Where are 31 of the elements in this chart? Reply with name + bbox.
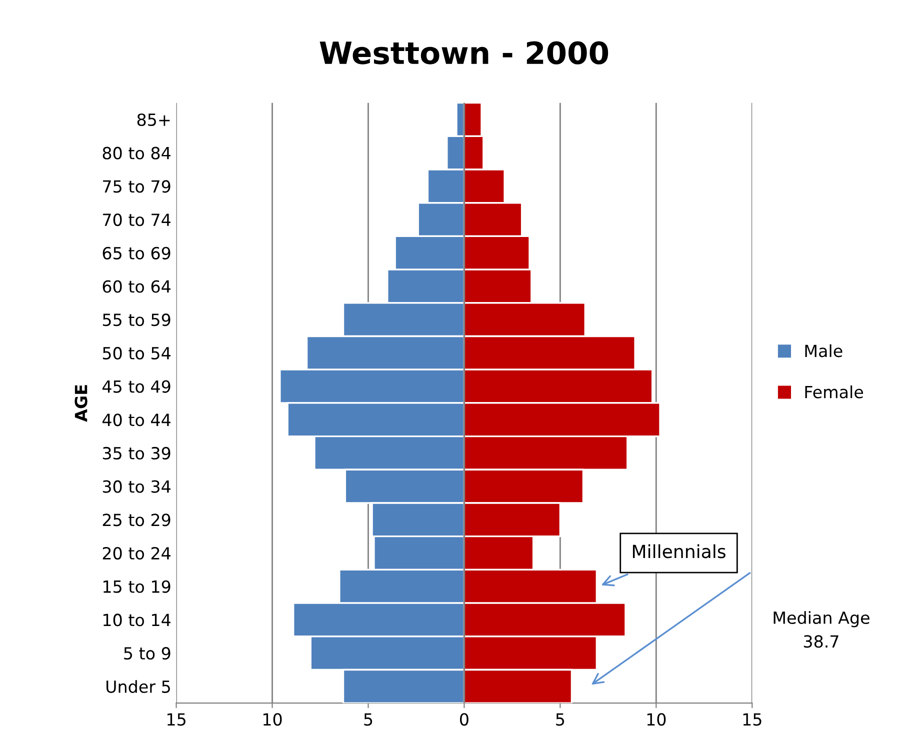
y-tick-label: 65 to 69 <box>102 246 170 260</box>
chart-title: Westtown - 2000 <box>320 41 608 64</box>
y-tick-label: 15 to 19 <box>104 580 170 593</box>
annotation: Millennials <box>632 544 726 558</box>
x-tick-label: 0 <box>460 713 468 726</box>
y-tick-label: 70 to 74 <box>103 213 170 226</box>
y-tick-label: 25 to 29 <box>102 514 170 526</box>
y-tick-label: 80 to 84 <box>102 146 170 160</box>
y-tick-label: 50 to 54 <box>102 346 170 360</box>
y-tick-label: 60 to 64 <box>102 280 170 293</box>
legend-label: Female <box>805 385 864 398</box>
y-tick-label: 45 to 49 <box>102 380 170 393</box>
y-tick-label: 55 to 59 <box>102 314 170 326</box>
x-tick-label: 10 <box>647 713 666 726</box>
x-tick-label: 5 <box>364 713 372 726</box>
text: Median Age 38.7 <box>774 611 870 648</box>
legend-label: Male <box>805 344 842 358</box>
y-tick-label: 20 to 24 <box>102 546 170 560</box>
y-tick-label: 5 to 9 <box>124 647 170 660</box>
x-tick-label: 15 <box>168 713 186 726</box>
y-tick-label: 40 to 44 <box>102 414 170 426</box>
y-tick-label: Under 5 <box>106 680 170 693</box>
y-tick-label: 85+ <box>137 113 170 126</box>
x-tick-label: 15 <box>743 713 762 726</box>
y-tick-label: 30 to 34 <box>102 480 170 493</box>
y-axis-title: AGE <box>74 385 88 422</box>
x-tick-label: 5 <box>556 713 564 726</box>
y-tick-label: 75 to 79 <box>103 180 170 193</box>
x-tick-label: 10 <box>263 713 282 726</box>
y-tick-label: 10 to 14 <box>104 614 170 626</box>
y-tick-label: 35 to 39 <box>102 446 170 460</box>
